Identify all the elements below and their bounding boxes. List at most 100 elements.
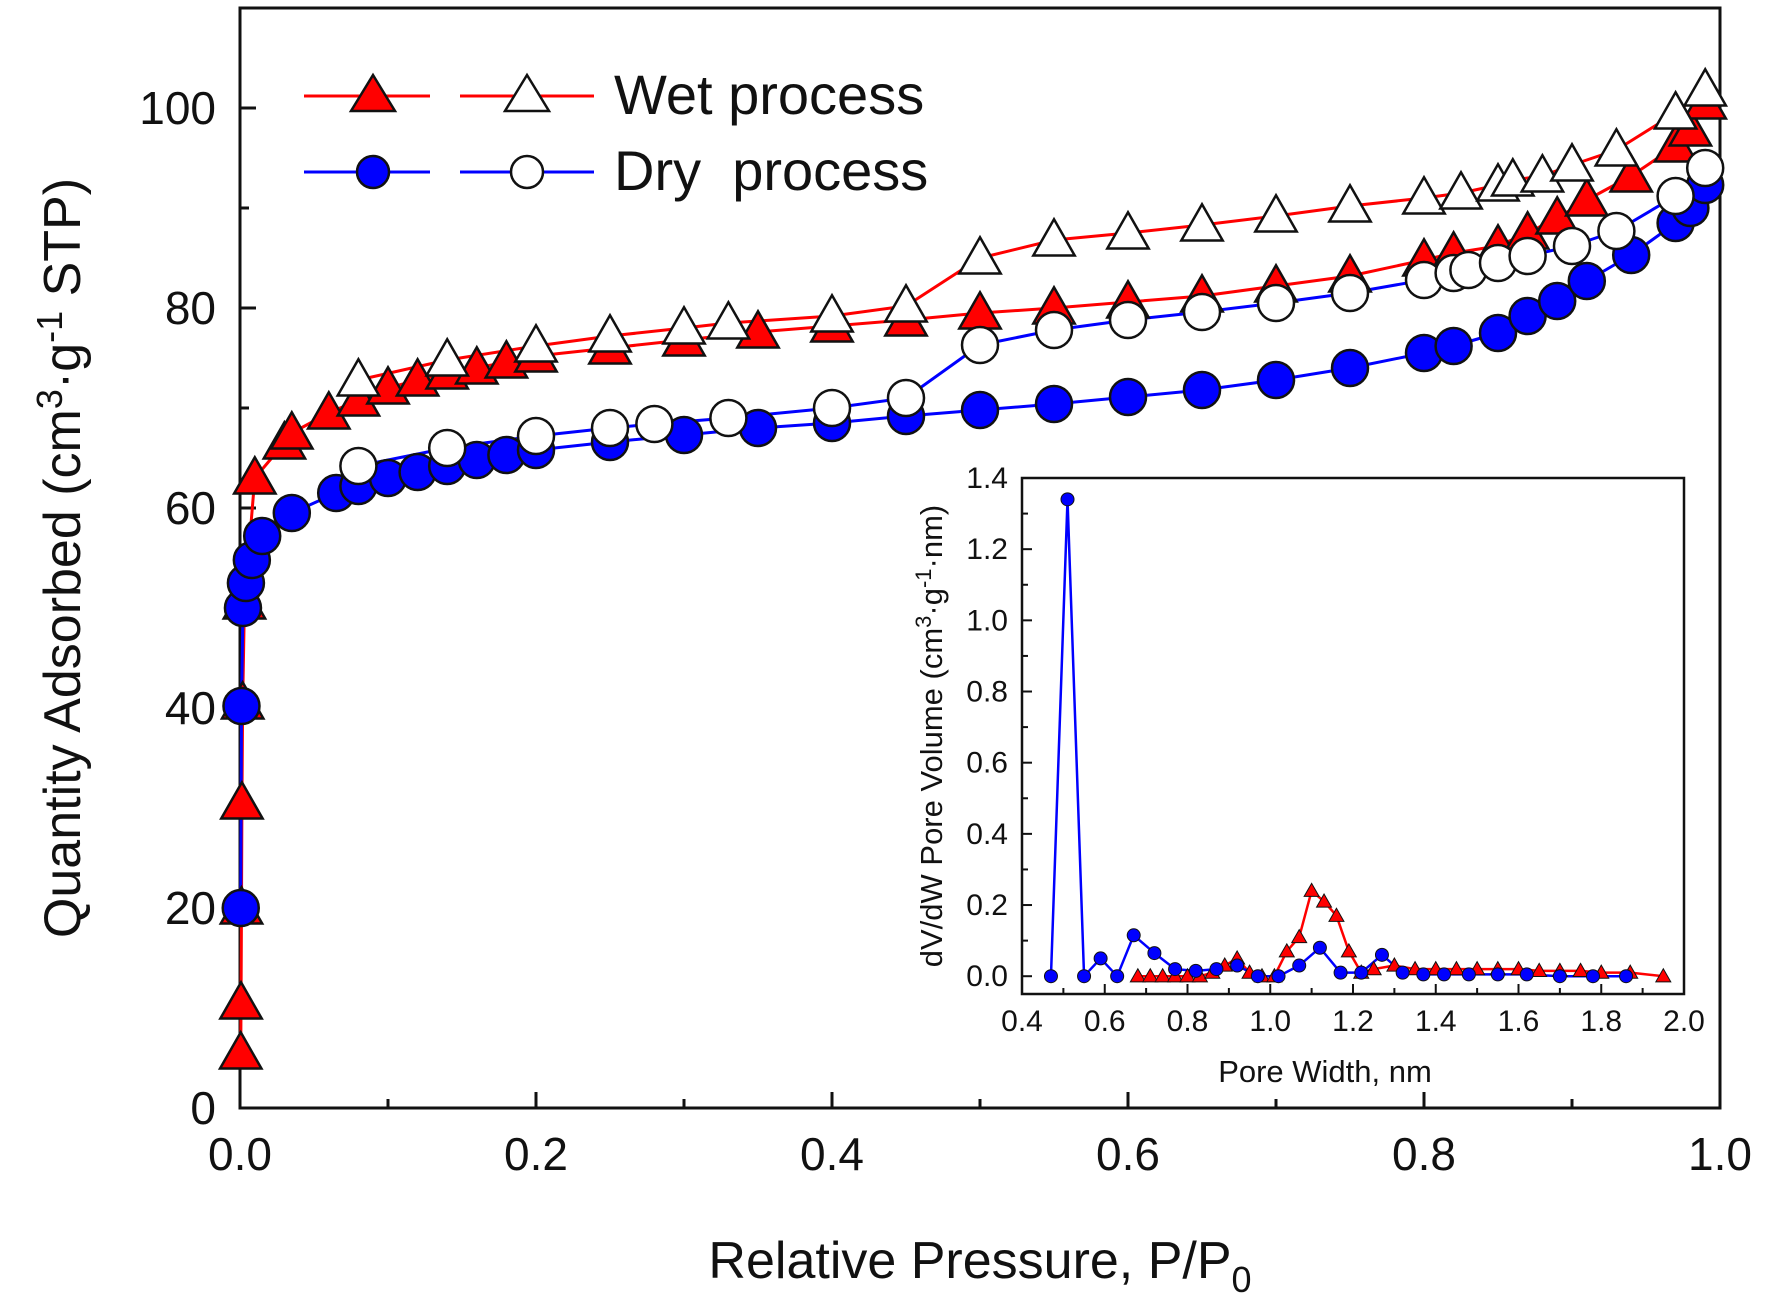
main-point-triangle xyxy=(1031,216,1077,257)
inset-y-axis-label: dV/dW Pore Volume (cm3·g-1·nm) xyxy=(911,505,949,968)
inset-y-tick-label: 0.8 xyxy=(966,676,1008,709)
inset-point-circle xyxy=(1354,965,1369,980)
main-point-triangle xyxy=(231,454,278,495)
main-point-triangle xyxy=(705,299,752,340)
main-point-circle xyxy=(222,686,261,726)
main-x-tick-label: 0.6 xyxy=(1096,1128,1160,1180)
inset-point-circle xyxy=(1416,967,1431,982)
inset-point-triangle xyxy=(1448,960,1465,976)
main-point-circle xyxy=(590,408,630,448)
inset-point-triangle xyxy=(1340,942,1358,958)
inset-point-circle xyxy=(1490,967,1505,982)
main-x-tick-label: 0.8 xyxy=(1392,1128,1456,1180)
inset-point-triangle xyxy=(1365,960,1383,976)
inset-point-circle xyxy=(1437,967,1452,982)
inset-y-tick-label: 1.2 xyxy=(966,533,1008,566)
inset-x-tick-label: 1.6 xyxy=(1498,1005,1540,1038)
inset-point-triangle xyxy=(1530,962,1548,977)
main-point-circle xyxy=(1508,236,1547,276)
inset-y-tick-label: 0.6 xyxy=(966,747,1008,780)
inset-point-triangle xyxy=(1141,967,1159,983)
main-point-circle xyxy=(1597,211,1636,251)
inset-point-circle xyxy=(1250,969,1265,984)
main-point-triangle xyxy=(217,1029,264,1070)
main-x-tick-label: 0.2 xyxy=(504,1128,568,1180)
main-point-triangle xyxy=(1608,152,1655,193)
main-x-axis-label: Relative Pressure, P/P0 xyxy=(708,1232,1251,1300)
main-point-triangle xyxy=(1105,209,1151,250)
main-point-triangle xyxy=(957,234,1003,275)
main-point-triangle xyxy=(1179,201,1225,242)
main-point-triangle xyxy=(305,389,352,430)
inset-point-circle xyxy=(1188,963,1203,978)
inset-x-axis-label: Pore Width, nm xyxy=(1218,1054,1432,1089)
main-point-triangle xyxy=(1253,192,1299,233)
main-series-group xyxy=(217,66,1729,1070)
main-y-tick-label: 100 xyxy=(139,82,216,134)
main-point-circle xyxy=(1567,261,1607,301)
inset-point-circle xyxy=(1312,940,1327,955)
inset-y-tick-label: 1.4 xyxy=(966,462,1008,495)
main-point-circle xyxy=(886,378,926,418)
main-x-tick-label: 1.0 xyxy=(1688,1128,1752,1180)
main-point-triangle xyxy=(661,304,707,345)
main-point-circle xyxy=(1330,273,1370,313)
main-point-triangle xyxy=(1652,89,1699,130)
main-point-circle xyxy=(339,446,378,486)
legend-wet-label: Wet process xyxy=(614,63,924,126)
main-point-circle xyxy=(709,398,748,438)
inset-point-circle xyxy=(1230,958,1245,973)
main-point-circle xyxy=(1478,313,1518,353)
inset-x-tick-label: 1.8 xyxy=(1580,1005,1622,1038)
main-point-triangle xyxy=(1563,176,1610,217)
main-point-circle xyxy=(1685,148,1725,188)
inset-x-tick-label: 1.2 xyxy=(1332,1005,1374,1038)
inset-point-circle xyxy=(1461,967,1476,982)
main-point-circle xyxy=(272,493,312,533)
main-point-triangle xyxy=(587,312,633,353)
main-point-circle xyxy=(960,325,1000,365)
inset-point-circle xyxy=(1168,962,1183,977)
main-point-circle xyxy=(812,388,852,428)
main-y-tick-label: 20 xyxy=(165,882,216,934)
inset-point-circle xyxy=(1110,969,1125,984)
main-x-tick-label: 0.4 xyxy=(800,1128,864,1180)
main-point-triangle xyxy=(1593,126,1640,167)
main-point-circle xyxy=(960,390,1000,430)
main-point-circle xyxy=(1182,292,1222,332)
inset-point-circle xyxy=(1043,969,1058,984)
main-point-triangle xyxy=(1519,152,1566,193)
main-axis-ticks: 0.0 0.2 0.4 0.6 0.8 1.0 0 20 40 60 80 100 xyxy=(139,82,1752,1180)
main-point-circle xyxy=(1656,176,1695,216)
inset-point-circle xyxy=(1333,965,1348,980)
inset-point-circle xyxy=(1147,946,1162,961)
legend-dry-marker-filled xyxy=(355,154,391,190)
main-point-circle xyxy=(1034,310,1074,350)
inset-plot-frame xyxy=(1020,476,1686,996)
main-point-triangle xyxy=(513,322,559,363)
legend: Wet process Dry process xyxy=(304,63,928,202)
legend-dry-label: Dry process xyxy=(614,139,928,202)
inset-point-circle xyxy=(1077,969,1092,984)
inset-y-tick-label: 0.0 xyxy=(966,960,1008,993)
legend-dry-marker-open xyxy=(509,154,545,190)
main-point-circle xyxy=(221,888,260,928)
main-point-triangle xyxy=(1401,174,1447,215)
main-point-triangle xyxy=(335,376,382,417)
main-point-circle xyxy=(1256,360,1296,400)
main-point-circle xyxy=(516,416,556,456)
inset-point-circle xyxy=(1060,492,1075,507)
main-y-tick-label: 80 xyxy=(165,282,216,334)
main-point-circle xyxy=(1182,370,1222,410)
inset-point-circle xyxy=(1209,962,1224,977)
inset-point-circle xyxy=(1585,969,1600,984)
main-point-triangle xyxy=(219,779,265,820)
inset-point-circle xyxy=(1619,969,1634,984)
inset-x-tick-label: 0.4 xyxy=(1001,1005,1043,1038)
main-y-tick-label: 0 xyxy=(190,1082,216,1134)
main-point-triangle xyxy=(883,282,929,323)
inset-point-triangle xyxy=(1290,928,1308,944)
inset-point-triangle xyxy=(1129,967,1147,983)
inset-series-group xyxy=(1043,492,1672,984)
main-y-axis-label: Quantity Adsorbed (cm3·g-1 STP) xyxy=(29,178,92,938)
